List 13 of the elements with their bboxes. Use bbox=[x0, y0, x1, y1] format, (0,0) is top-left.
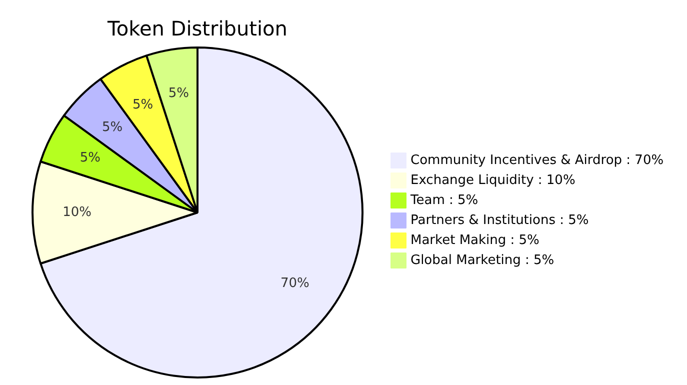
legend-label: Market Making : 5% bbox=[410, 233, 540, 248]
legend-label: Global Marketing : 5% bbox=[410, 253, 554, 268]
data-label: 5% bbox=[80, 150, 100, 166]
data-label: 5% bbox=[132, 98, 154, 113]
chart-title: Token Distribution bbox=[106, 16, 288, 40]
data-label: 10% bbox=[62, 205, 92, 220]
data-label: 70% bbox=[280, 276, 310, 291]
legend-label: Exchange Liquidity : 10% bbox=[410, 173, 576, 188]
data-label: 5% bbox=[102, 120, 123, 135]
legend-label: Partners & Institutions : 5% bbox=[410, 213, 589, 228]
legend-label: Team : 5% bbox=[410, 193, 478, 208]
data-label: 5% bbox=[168, 86, 189, 102]
legend-label: Community Incentives & Airdrop : 70% bbox=[410, 153, 664, 168]
